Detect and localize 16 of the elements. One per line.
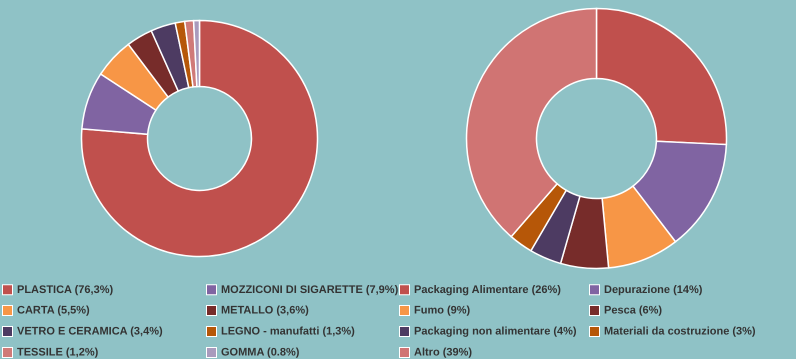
donut-slice [80, 20, 318, 258]
legend-label: LEGNO - manufatti (1,3%) [221, 326, 356, 338]
legend-label: Fumo (9%) [414, 304, 471, 316]
legend-label: METALLO (3,6%) [221, 304, 310, 316]
legend-label: Altro (39%) [414, 346, 472, 358]
legend-label: Materiali da costruzione (3%) [604, 326, 756, 338]
legend-label: VETRO E CERAMICA (3,4%) [17, 326, 163, 338]
legend-label: GOMMA (0.8%) [221, 346, 300, 358]
legend-label: PLASTICA (76,3%) [17, 284, 114, 296]
legend-label: Pesca (6%) [604, 304, 662, 316]
legend-label: Packaging non alimentare (4%) [414, 326, 577, 338]
legend-label: Packaging Alimentare (26%) [414, 284, 562, 296]
legend-label: MOZZICONI DI SIGARETTE (7,9%) [221, 284, 399, 296]
legend-label: TESSILE (1,2%) [17, 346, 99, 358]
legend-label: Depurazione (14%) [604, 284, 703, 296]
legend-label: CARTA (5,5%) [17, 304, 90, 316]
